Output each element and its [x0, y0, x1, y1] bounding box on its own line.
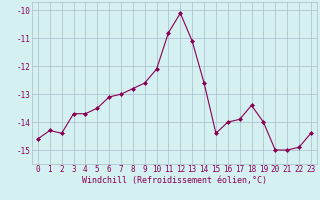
X-axis label: Windchill (Refroidissement éolien,°C): Windchill (Refroidissement éolien,°C) [82, 176, 267, 185]
